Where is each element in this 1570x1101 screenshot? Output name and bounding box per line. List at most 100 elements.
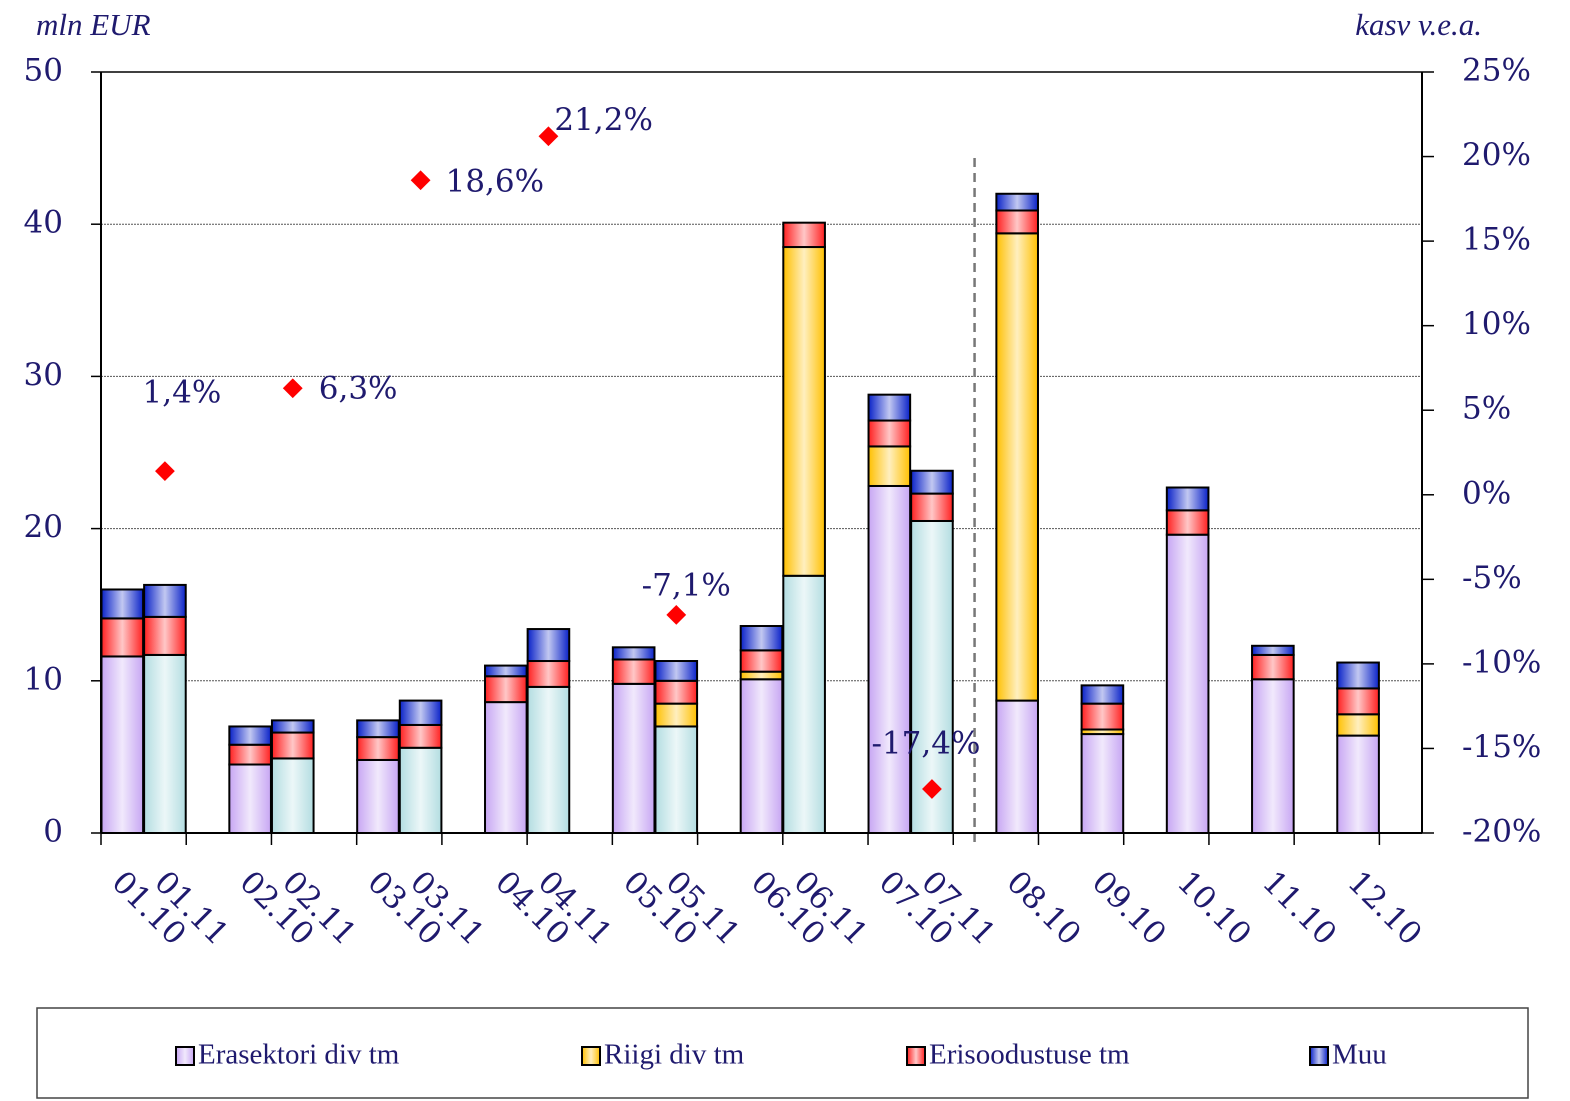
- x-tick-label: 08.10: [1000, 864, 1088, 952]
- growth-point: [666, 604, 687, 625]
- x-tick-label: 09.10: [1085, 864, 1173, 952]
- bar-segment: [654, 702, 699, 728]
- legend-marker: [175, 1046, 195, 1066]
- bar-segment: [739, 625, 784, 652]
- bar-segment: [526, 660, 571, 688]
- bar-segment: [398, 746, 443, 835]
- bar-segment: [143, 615, 187, 656]
- y-tick-label: 10: [24, 661, 63, 697]
- bar-segment: [654, 725, 699, 835]
- bar-segment: [995, 699, 1039, 834]
- y2-axis-title: kasv v.e.a.: [1355, 7, 1482, 42]
- growth-point: [282, 378, 303, 399]
- bar-segment: [739, 678, 784, 835]
- bar-segment: [995, 192, 1039, 212]
- growth-point: [410, 170, 431, 191]
- bar-segment: [910, 469, 954, 495]
- bar-segment: [270, 757, 315, 834]
- bar-segment: [782, 574, 826, 834]
- x-tick-label: 11.10: [1255, 864, 1343, 952]
- bar-segment: [910, 492, 954, 522]
- bar-segment: [270, 719, 315, 734]
- y-axis-title: mln EUR: [36, 7, 151, 42]
- bar-segment: [1251, 644, 1295, 656]
- bar-segment: [100, 655, 145, 834]
- bar-segment: [526, 685, 571, 834]
- bar-segment: [1165, 533, 1210, 834]
- y2-tick-label: 15%: [1462, 222, 1531, 258]
- y-tick-label: 30: [24, 357, 63, 393]
- data-label: 21,2%: [554, 102, 652, 138]
- bar-segment: [654, 679, 699, 705]
- bar-segment: [1251, 653, 1295, 681]
- bar-segment: [739, 670, 784, 681]
- data-label: 6,3%: [319, 371, 398, 407]
- bar-segment: [611, 682, 656, 834]
- bar-segment: [398, 699, 443, 726]
- bar-segment: [1080, 702, 1125, 731]
- data-label: -17,4%: [871, 726, 980, 762]
- bar-segment: [611, 646, 656, 661]
- legend-label: Erisoodustuse tm: [929, 1039, 1130, 1071]
- y-tick-label: 20: [24, 509, 63, 545]
- bar-segment: [228, 763, 272, 835]
- bar-segment: [356, 758, 400, 834]
- y2-tick-label: 0%: [1462, 475, 1511, 511]
- bar-segment: [356, 719, 400, 739]
- bar-segment: [356, 736, 400, 761]
- x-tick-label: 12.10: [1340, 864, 1428, 952]
- bar-segment: [1336, 687, 1380, 716]
- bar-segment: [484, 701, 528, 834]
- y2-tick-label: 20%: [1462, 137, 1531, 173]
- bar-segment: [100, 588, 145, 620]
- growth-point: [155, 461, 175, 482]
- y2-tick-label: -10%: [1462, 644, 1541, 680]
- bar-segment: [739, 649, 784, 673]
- bar-segment: [867, 393, 912, 422]
- bar-segment: [867, 419, 912, 448]
- growth-point: [922, 779, 942, 799]
- y-tick-label: 40: [24, 205, 63, 241]
- bar-segment: [143, 583, 187, 618]
- bar-segment: [1251, 678, 1295, 835]
- bar-segment: [1336, 661, 1380, 690]
- bar-segment: [1336, 713, 1380, 737]
- legend-marker: [581, 1046, 601, 1066]
- data-label: 18,6%: [446, 164, 544, 200]
- bar-segment: [1165, 509, 1210, 536]
- bar-segment: [143, 653, 187, 835]
- bar-segment: [1080, 684, 1125, 705]
- bar-segment: [484, 664, 528, 678]
- data-label: 1,4%: [143, 375, 222, 411]
- y-tick-label: 50: [24, 53, 63, 89]
- legend-label: Riigi div tm: [604, 1039, 745, 1071]
- bar-segment: [867, 445, 912, 487]
- legend-label: Erasektori div tm: [198, 1039, 400, 1071]
- bar-segment: [995, 209, 1039, 235]
- legend-marker: [906, 1046, 926, 1066]
- y-tick-label: 0: [43, 814, 63, 850]
- bar-segment: [270, 731, 315, 760]
- bar-segment: [867, 484, 912, 834]
- bar-segment: [398, 723, 443, 749]
- y2-tick-label: -20%: [1462, 814, 1541, 850]
- bar-segment: [526, 628, 571, 663]
- bar-segment: [1080, 733, 1125, 835]
- y2-tick-label: -5%: [1462, 560, 1522, 596]
- bar-segment: [654, 660, 699, 682]
- legend-box: [36, 1007, 1529, 1099]
- bar-segment: [1336, 734, 1380, 834]
- bar-segment: [228, 743, 272, 766]
- bar-segment: [782, 246, 826, 577]
- y2-tick-label: 5%: [1462, 391, 1511, 427]
- legend-marker: [1309, 1046, 1329, 1066]
- bar-segment: [782, 221, 826, 249]
- bar-segment: [100, 617, 145, 658]
- y2-tick-label: -15%: [1462, 729, 1541, 765]
- x-tick-label: 10.10: [1170, 864, 1258, 952]
- bar-segment: [995, 232, 1039, 702]
- bar-segment: [484, 675, 528, 704]
- legend-label: Muu: [1332, 1039, 1387, 1071]
- bar-segment: [1165, 486, 1210, 512]
